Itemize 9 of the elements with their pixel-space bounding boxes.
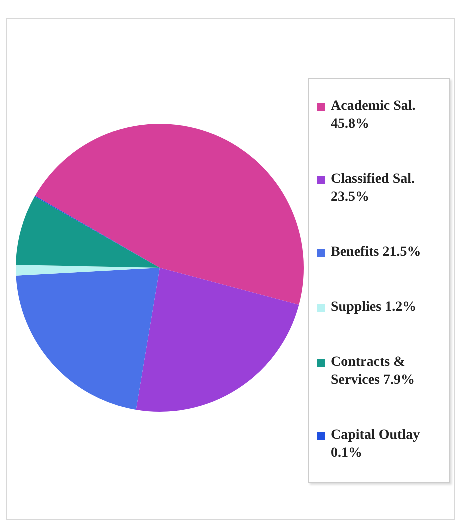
data-label: 45.8% xyxy=(331,116,370,132)
legend-label: Classified Sal. xyxy=(331,172,416,187)
legend-label: Supplies 1.2% xyxy=(331,299,417,318)
legend-label: Academic Sal. xyxy=(331,98,416,114)
legend-label: Benefits 21.5% xyxy=(331,244,422,262)
data-label: 23.5% xyxy=(331,190,370,205)
legend-label: Contracts & Services 7.9% xyxy=(331,354,416,390)
data-label: 0.1% xyxy=(331,446,362,462)
legend-label: Capital Outlay xyxy=(331,428,420,444)
